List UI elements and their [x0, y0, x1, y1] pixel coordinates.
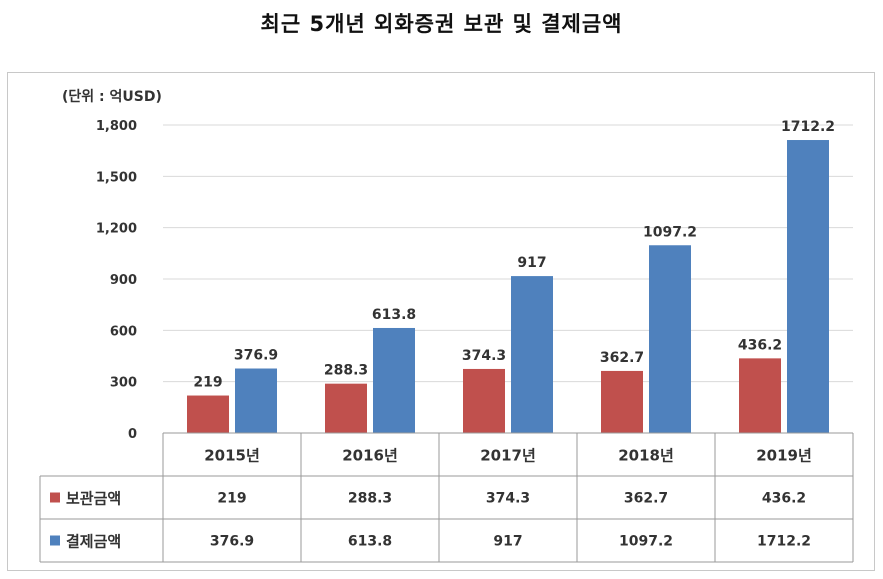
- bar-settlement: [373, 327, 415, 433]
- bar-settlement: [787, 140, 829, 433]
- data-label: 219: [193, 375, 222, 391]
- data-label: 613.8: [372, 307, 416, 323]
- category-label: 2016년: [342, 447, 398, 465]
- category-label: 2019년: [756, 447, 812, 465]
- table-cell: 362.7: [624, 491, 668, 507]
- table-cell: 613.8: [348, 534, 392, 550]
- table-cell: 219: [217, 491, 246, 507]
- data-label: 288.3: [324, 363, 368, 379]
- category-label: 2017년: [480, 447, 536, 465]
- legend-label: 보관금액: [66, 490, 121, 508]
- y-tick-label: 1,200: [96, 222, 137, 237]
- data-label: 376.9: [234, 348, 278, 364]
- unit-label: (단위 : 억USD): [62, 89, 162, 105]
- bar-settlement: [649, 245, 691, 433]
- table-cell: 376.9: [210, 534, 254, 550]
- y-tick-label: 900: [110, 273, 137, 288]
- data-label: 436.2: [738, 337, 782, 353]
- legend-swatch: [50, 535, 60, 546]
- data-label: 1712.2: [781, 119, 835, 135]
- legend-label: 결제금액: [66, 533, 121, 551]
- bar-settlement: [511, 276, 553, 433]
- legend-swatch: [50, 492, 60, 503]
- data-label: 1097.2: [643, 224, 697, 240]
- category-label: 2018년: [618, 447, 674, 465]
- category-label: 2015년: [204, 447, 260, 465]
- y-tick-label: 1,800: [96, 119, 137, 134]
- bar-storage: [739, 358, 781, 433]
- bar-storage: [463, 368, 505, 433]
- data-label: 362.7: [600, 350, 644, 366]
- y-tick-label: 600: [110, 324, 137, 339]
- table-cell: 374.3: [486, 491, 530, 507]
- y-tick-label: 300: [110, 376, 137, 391]
- table-cell: 436.2: [762, 491, 806, 507]
- bar-storage: [187, 395, 229, 433]
- data-label: 374.3: [462, 348, 506, 364]
- bar-storage: [325, 383, 367, 433]
- y-tick-label: 0: [128, 427, 137, 442]
- bar-settlement: [235, 368, 277, 433]
- table-cell: 288.3: [348, 491, 392, 507]
- table-cell: 1097.2: [619, 534, 673, 550]
- table-cell: 917: [493, 534, 522, 550]
- bar-storage: [601, 370, 643, 433]
- chart-frame: [7, 72, 875, 571]
- chart-title: 최근 5개년 외화증권 보관 및 결제금액: [260, 12, 623, 36]
- data-label: 917: [517, 255, 546, 271]
- table-cell: 1712.2: [757, 534, 811, 550]
- y-tick-label: 1,500: [96, 170, 137, 185]
